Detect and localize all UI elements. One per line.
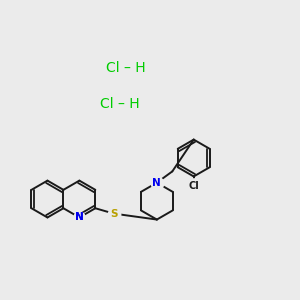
Text: N: N <box>75 212 84 223</box>
Text: S: S <box>110 208 118 219</box>
Text: Cl – H: Cl – H <box>106 61 146 75</box>
Text: N: N <box>75 212 84 223</box>
Text: Cl: Cl <box>188 181 199 191</box>
Text: Cl – H: Cl – H <box>100 97 140 111</box>
Text: N: N <box>152 178 161 188</box>
